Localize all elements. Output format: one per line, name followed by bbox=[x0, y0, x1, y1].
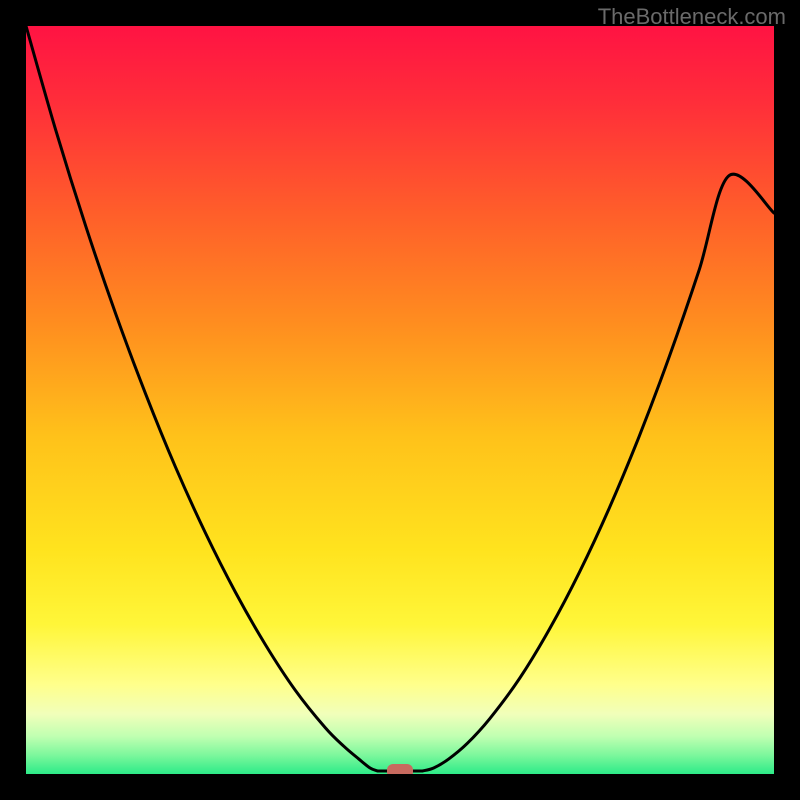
plot-background bbox=[26, 26, 774, 774]
chart-container: TheBottleneck.com bbox=[0, 0, 800, 800]
watermark-text: TheBottleneck.com bbox=[598, 4, 786, 30]
chart-svg bbox=[0, 0, 800, 800]
